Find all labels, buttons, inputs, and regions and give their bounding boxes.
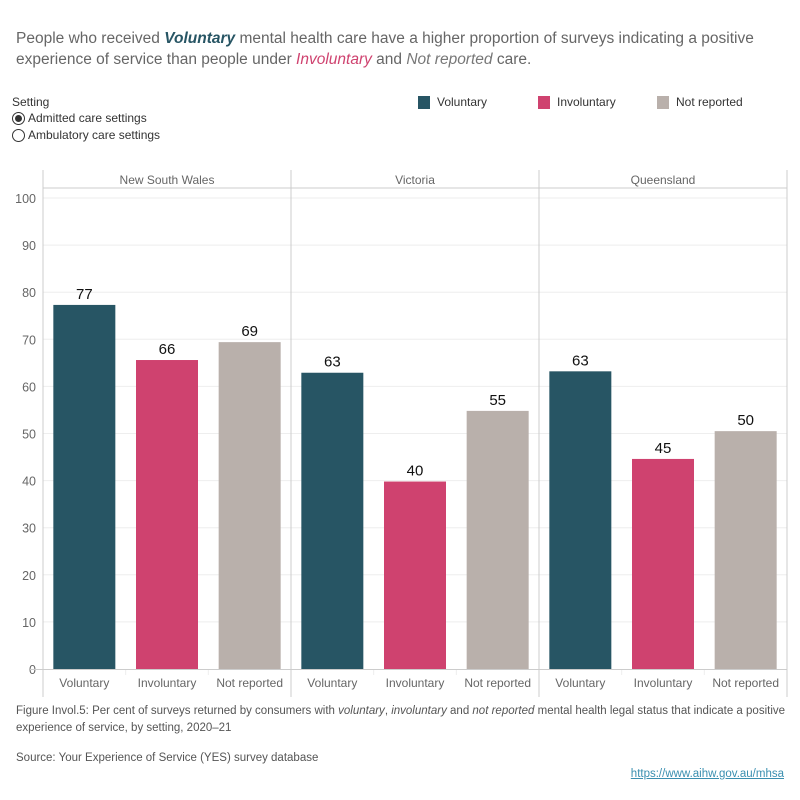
- headline-not-reported: Not reported: [406, 51, 493, 68]
- data-label: 63: [324, 354, 341, 371]
- headline-involuntary: Involuntary: [296, 51, 372, 68]
- radio-label: Ambulatory care settings: [28, 128, 161, 142]
- radio-unselected-icon[interactable]: [12, 128, 25, 142]
- y-tick-label: 10: [22, 616, 36, 630]
- headline-text: mental health care have a higher proport…: [16, 30, 754, 68]
- caption-italic: voluntary: [338, 705, 385, 717]
- panel-header-new-south-wales: New South Wales: [120, 173, 215, 187]
- aihw-link[interactable]: https://www.aihw.gov.au/mhsa: [630, 768, 784, 780]
- data-label: 45: [655, 440, 672, 457]
- y-tick-label: 30: [22, 522, 36, 536]
- headline-text: care.: [492, 51, 532, 68]
- bar-involuntary: [384, 481, 446, 669]
- bar-not-reported: [218, 342, 281, 669]
- source-note: Source: Your Experience of Service (YES)…: [16, 752, 319, 764]
- caption-text: and: [446, 705, 473, 717]
- legend-item-voluntary[interactable]: Voluntary: [418, 95, 487, 109]
- caption-italic: involuntary: [391, 705, 447, 717]
- panel-header-queensland: Queensland: [631, 173, 696, 187]
- x-tick-label: Involuntary: [138, 676, 197, 690]
- legend-item-involuntary[interactable]: Involuntary: [538, 95, 616, 109]
- y-tick-label: 50: [22, 428, 36, 442]
- data-label: 69: [241, 323, 258, 340]
- radio-ambulatory-care[interactable]: Ambulatory care settings: [12, 128, 160, 142]
- data-label: 55: [489, 392, 506, 409]
- legend-label: Voluntary: [437, 95, 488, 109]
- radio-label: Admitted care settings: [28, 111, 147, 125]
- x-tick-label: Voluntary: [307, 676, 357, 690]
- legend-label: Not reported: [676, 95, 743, 109]
- caption-text: ,: [384, 705, 392, 717]
- radio-selected-icon[interactable]: [12, 111, 25, 125]
- data-label: 40: [407, 463, 424, 480]
- caption-text: Figure Invol.5: Per cent of surveys retu…: [16, 705, 339, 717]
- y-tick-label: 100: [15, 192, 36, 206]
- y-tick-label: 20: [22, 569, 36, 583]
- x-tick-label: Not reported: [464, 676, 531, 690]
- chart-headline: People who received Voluntary mental hea…: [16, 28, 791, 70]
- bar-voluntary: [53, 304, 116, 669]
- data-label: 66: [159, 341, 176, 358]
- legend-swatch-not-reported: [657, 95, 669, 109]
- radio-admitted-care[interactable]: Admitted care settings: [12, 111, 147, 125]
- legend-item-not-reported[interactable]: Not reported: [657, 95, 743, 109]
- headline-text: People who received: [16, 30, 165, 47]
- y-tick-label: 40: [22, 475, 36, 489]
- bar-voluntary: [301, 372, 364, 669]
- y-tick-label: 60: [22, 380, 36, 394]
- bar-not-reported: [466, 410, 529, 669]
- caption-text: mental health legal status that indicate…: [16, 705, 786, 734]
- bar-involuntary: [136, 360, 198, 669]
- legend-swatch-involuntary: [538, 95, 550, 109]
- y-tick-label: 70: [22, 333, 36, 347]
- headline-voluntary: Voluntary: [164, 30, 236, 47]
- bar-involuntary: [632, 458, 694, 669]
- data-label: 77: [76, 286, 93, 303]
- x-tick-label: Involuntary: [634, 676, 693, 690]
- x-tick-label: Involuntary: [386, 676, 445, 690]
- y-tick-label: 80: [22, 286, 36, 300]
- bar-voluntary: [549, 371, 612, 669]
- x-tick-label: Not reported: [712, 676, 779, 690]
- data-label: 63: [572, 352, 589, 369]
- headline-text: and: [371, 51, 407, 68]
- panel-header-victoria: Victoria: [395, 173, 435, 187]
- figure-caption: Figure Invol.5: Per cent of surveys retu…: [16, 703, 786, 737]
- caption-italic: not reported: [472, 705, 535, 717]
- x-tick-label: Voluntary: [59, 676, 109, 690]
- data-label: 50: [737, 412, 754, 429]
- x-tick-label: Voluntary: [555, 676, 605, 690]
- legend-label: Involuntary: [557, 95, 616, 109]
- legend-swatch-voluntary: [418, 95, 430, 109]
- setting-filter-title: Setting: [12, 95, 50, 109]
- bar-not-reported: [714, 431, 777, 669]
- y-tick-label: 90: [22, 239, 36, 253]
- x-tick-label: Not reported: [216, 676, 283, 690]
